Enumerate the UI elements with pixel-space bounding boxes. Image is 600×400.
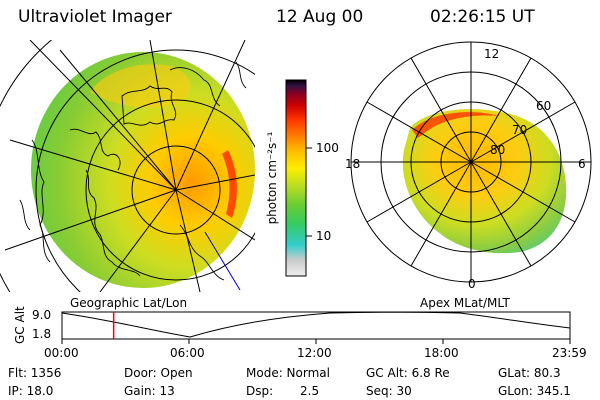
magnetic-caption: Apex MLat/MLT	[420, 296, 510, 310]
info-gain: Gain: 13	[124, 384, 175, 398]
info-flight: Flt: 1356	[8, 366, 62, 380]
info-door: Door: Open	[124, 366, 193, 380]
mlat-label-80: 80	[490, 143, 506, 157]
xtick-0000: 00:00	[44, 346, 79, 360]
mlt-label-left: 18	[345, 157, 361, 171]
info-sequence: Seq: 30	[366, 384, 412, 398]
altitude-ytick-low: 1.8	[32, 327, 52, 341]
xtick-2359: 23:59	[552, 346, 587, 360]
altitude-plot-frame	[61, 311, 571, 340]
info-dsp-value: 2.5	[300, 384, 320, 398]
mlt-label-bottom: 0	[468, 277, 476, 291]
magnetic-map	[350, 41, 592, 283]
altitude-ylabel: GC Alt	[13, 306, 27, 344]
geographic-map	[0, 40, 255, 292]
geographic-caption: Geographic Lat/Lon	[70, 296, 188, 310]
info-dsp-label: Dsp:	[246, 384, 274, 398]
altitude-ytick-high: 9.0	[32, 308, 52, 322]
info-gc-altitude: GC Alt: 6.8 Re	[366, 366, 450, 380]
colorbar	[285, 79, 307, 277]
aurora-image-right	[402, 109, 567, 254]
instrument-title: Ultraviolet Imager	[18, 7, 172, 27]
colorbar-tick-100: 100	[316, 141, 339, 155]
xtick-1800: 18:00	[424, 346, 459, 360]
aurora-hotspot	[222, 150, 237, 218]
xtick-1200: 12:00	[297, 346, 332, 360]
time-label: 02:26:15 UT	[430, 7, 535, 27]
altitude-curve	[61, 311, 571, 338]
mlat-label-70: 70	[512, 123, 528, 137]
mlt-label-right: 6	[578, 157, 586, 171]
date-label: 12 Aug 00	[276, 7, 364, 27]
info-mode: Mode: Normal	[246, 366, 330, 380]
terminator-line	[204, 231, 241, 291]
mlt-label-top: 12	[484, 47, 500, 61]
info-glat: GLat: 80.3	[498, 366, 561, 380]
mlat-label-60: 60	[536, 99, 552, 113]
info-glon: GLon: 345.1	[498, 384, 571, 398]
aurora-image-left	[31, 52, 255, 288]
colorbar-tick-10: 10	[316, 229, 332, 243]
xtick-0600: 06:00	[170, 346, 205, 360]
altitude-plot	[61, 311, 571, 344]
colorbar-unit-label: photon cm⁻²s⁻¹	[265, 131, 279, 225]
info-ip: IP: 18.0	[8, 384, 54, 398]
